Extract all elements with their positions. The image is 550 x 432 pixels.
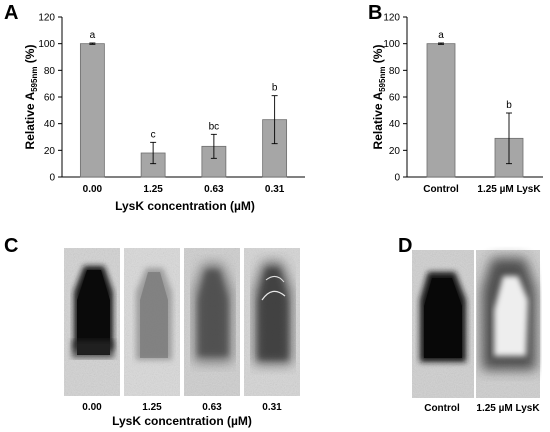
photo-strip-c — [64, 248, 300, 396]
chart-b-y-tick-label: 80 — [389, 66, 401, 77]
chart-a-y-tick-label: 60 — [44, 93, 56, 104]
chart-a-significance-letter: bc — [209, 121, 220, 132]
chart-b-y-tick-label: 100 — [383, 39, 400, 50]
chart-a-category-label: 0.31 — [265, 184, 285, 195]
chart-a-y-tick-label: 80 — [44, 66, 56, 77]
photo-c-label-1: 0.00 — [82, 402, 102, 413]
chart-b-y-axis-title: Relative A595nm (%) — [371, 45, 387, 150]
photo-c-label-4: 0.31 — [262, 402, 282, 413]
chart-a-y-axis-title: Relative A595nm (%) — [23, 45, 39, 150]
chart-b-significance-letter: b — [506, 100, 512, 111]
chart-a-category-label: 0.00 — [83, 184, 103, 195]
chart-b: 0 20 40 60 80 100 120 a Control b 1.25 µM LysK Rela… — [371, 13, 543, 195]
chart-a-y-tick-label: 120 — [38, 13, 55, 24]
photo-c-2 — [124, 248, 180, 396]
chart-a-category-label: 0.63 — [204, 184, 224, 195]
chart-a-significance-letter: a — [90, 30, 96, 41]
photo-c-x-axis-title: LysK concentration (µM) — [112, 414, 252, 428]
photo-d-1 — [412, 250, 474, 398]
chart-b-bar — [426, 43, 456, 178]
panel-letter-a: A — [4, 2, 18, 24]
chart-a-y-tick-label: 0 — [49, 173, 55, 184]
panel-letter-d: D — [398, 235, 412, 257]
chart-a-significance-letter: c — [151, 129, 156, 140]
photo-d-2 — [476, 250, 540, 398]
photo-c-4 — [244, 248, 300, 396]
chart-b-category-label: 1.25 µM LysK — [477, 184, 541, 195]
chart-a-x-axis-title: LysK concentration (µM) — [115, 199, 255, 213]
photo-c-3 — [184, 248, 240, 396]
chart-b-y-tick-label: 0 — [394, 173, 400, 184]
photo-c-1 — [64, 248, 120, 396]
photo-c-label-3: 0.63 — [202, 402, 222, 413]
chart-a-significance-letter: b — [272, 83, 278, 94]
chart-a-y-tick-label: 20 — [44, 146, 56, 157]
chart-a-y-tick-label: 40 — [44, 119, 56, 130]
photo-d-label-2: 1.25 µM LysK — [476, 403, 540, 414]
chart-b-category-label: Control — [423, 184, 459, 195]
photo-strip-d — [412, 250, 540, 398]
panel-letter-b: B — [368, 2, 382, 24]
photo-c-label-2: 1.25 — [142, 402, 162, 413]
photo-d-label-1: Control — [424, 403, 460, 414]
panel-letter-c: C — [4, 235, 18, 257]
chart-b-y-tick-label: 120 — [383, 13, 400, 24]
chart-a-category-label: 1.25 — [143, 184, 163, 195]
chart-a: 0 20 40 60 80 100 120 a 0.00 c 1.25 bc 0.63 b 0.31 Rela… — [23, 13, 305, 195]
chart-b-y-tick-label: 40 — [389, 119, 401, 130]
chart-b-y-tick-label: 60 — [389, 93, 401, 104]
chart-b-significance-letter: a — [438, 30, 444, 41]
chart-a-bar — [79, 43, 105, 178]
chart-a-y-tick-label: 100 — [38, 39, 55, 50]
chart-b-y-tick-label: 20 — [389, 146, 401, 157]
